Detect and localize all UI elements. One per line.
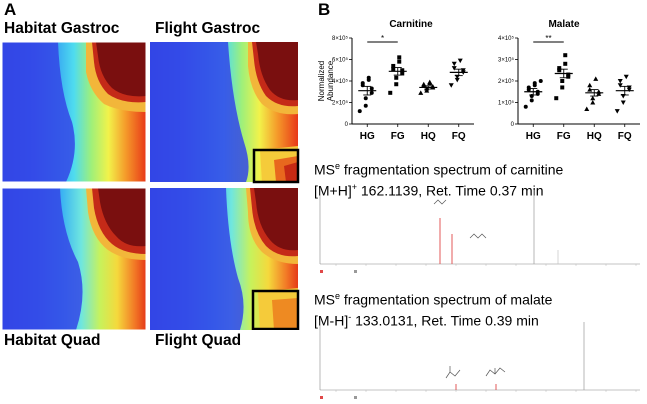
- data-point: [366, 75, 371, 80]
- panel-label-b: B: [318, 0, 331, 19]
- chart-title-malate: Malate: [548, 19, 580, 30]
- data-point: [566, 72, 571, 77]
- data-point: [360, 81, 365, 86]
- data-point: [560, 79, 565, 83]
- heatmap-title-habitat-quad: Habitat Quad: [4, 332, 101, 349]
- data-point: [448, 83, 454, 88]
- data-point: [400, 71, 405, 76]
- y-tick-label: 4×10⁵: [332, 78, 349, 85]
- data-point: [557, 68, 562, 73]
- significance-label: *: [381, 34, 384, 43]
- data-point: [617, 79, 623, 84]
- fragment-structure-icon: [433, 199, 447, 205]
- data-point: [523, 104, 528, 109]
- y-axis-label: Abundance: [326, 60, 335, 101]
- data-point: [427, 79, 433, 85]
- data-point: [451, 66, 457, 71]
- y-tick-label: 2×10⁵: [332, 100, 349, 107]
- malate-scatter-chart: 0 1×10⁵ 2×10⁵ 3×10⁵ 4×10⁵ HG FG HQ FQ **: [498, 34, 640, 142]
- spectrum-plot-carnitine: [319, 188, 640, 273]
- heatmap-habitat-quad: [1, 187, 147, 330]
- heatmap-title-habitat-gastroc: Habitat Gastroc: [4, 20, 120, 37]
- data-point: [614, 109, 620, 114]
- data-point: [357, 109, 362, 114]
- x-category-label: HQ: [421, 131, 436, 142]
- carnitine-scatter-chart: 0 2×10⁵ 4×10⁵ 6×10⁵ 8×10⁵ Normalized Abundance…: [318, 34, 474, 142]
- data-point: [590, 95, 596, 101]
- data-point: [529, 98, 534, 103]
- y-tick-label: 8×10⁵: [332, 35, 349, 42]
- data-point: [388, 90, 393, 95]
- data-point: [584, 106, 590, 111]
- data-point: [421, 81, 427, 87]
- data-point: [593, 76, 599, 81]
- data-point: [457, 58, 463, 64]
- highlight-box-gastroc: [252, 148, 300, 184]
- data-point: [394, 82, 399, 87]
- data-point: [400, 68, 405, 73]
- significance-label: **: [545, 34, 551, 43]
- data-point: [363, 103, 368, 108]
- data-point: [554, 96, 559, 101]
- data-point: [617, 83, 623, 88]
- data-point: [391, 67, 396, 72]
- fragment-structure-icon: [445, 366, 461, 379]
- highlight-box-quad: [251, 289, 300, 330]
- heatmap-habitat-gastroc: [1, 42, 147, 183]
- data-point: [566, 74, 571, 79]
- spectrum-title-malate: MSe fragmentation spectrum of malate [M-…: [314, 291, 553, 329]
- data-point: [454, 77, 460, 83]
- data-point: [532, 81, 537, 86]
- y-tick-label: 4×10⁵: [498, 35, 515, 42]
- panel-label-a: A: [4, 0, 17, 19]
- chart-title-carnitine: Carnitine: [389, 19, 433, 30]
- heatmap-flight-gastroc: [150, 42, 300, 184]
- data-point: [623, 74, 629, 80]
- data-point: [369, 86, 374, 91]
- y-tick-label: 6×10⁵: [332, 57, 349, 64]
- data-point: [590, 100, 596, 105]
- data-point: [394, 75, 399, 80]
- heatmap-flight-quad: [150, 188, 300, 330]
- y-tick-label: 3×10⁵: [498, 57, 515, 64]
- y-tick-label: 2×10⁵: [498, 78, 515, 85]
- heatmap-title-flight-quad: Flight Quad: [155, 332, 242, 349]
- x-category-label: HQ: [587, 131, 602, 142]
- spectrum-plot-malate: [319, 320, 640, 399]
- data-point: [363, 96, 368, 101]
- data-point: [397, 55, 402, 60]
- fragment-structure-icon: [469, 233, 487, 239]
- data-point: [369, 90, 374, 95]
- fragment-structure-icon: [485, 367, 506, 377]
- y-tick-label: 0: [345, 122, 349, 128]
- x-category-label: FG: [391, 131, 405, 142]
- x-category-label: FQ: [618, 131, 632, 142]
- data-point: [587, 87, 593, 92]
- data-point: [587, 82, 593, 88]
- data-point: [560, 85, 565, 90]
- heatmap-title-flight-gastroc: Flight Gastroc: [155, 20, 261, 37]
- y-tick-label: 1×10⁵: [498, 100, 515, 107]
- x-category-label: FG: [557, 131, 571, 142]
- data-point: [557, 66, 562, 71]
- data-point: [563, 53, 568, 58]
- x-category-label: HG: [526, 131, 541, 142]
- data-point: [563, 61, 568, 66]
- y-tick-label: 0: [511, 122, 515, 128]
- data-point: [418, 90, 424, 95]
- data-point: [391, 63, 396, 68]
- data-point: [538, 79, 543, 83]
- data-point: [397, 59, 402, 64]
- data-point: [620, 100, 626, 105]
- x-category-label: FQ: [452, 131, 466, 142]
- x-category-label: HG: [360, 131, 375, 142]
- y-axis-label: Normalized: [318, 61, 326, 101]
- spectrum-title-carnitine: MSe fragmentation spectrum of carnitine …: [314, 161, 564, 199]
- data-point: [451, 61, 457, 67]
- heatmap-grid: [1, 42, 300, 330]
